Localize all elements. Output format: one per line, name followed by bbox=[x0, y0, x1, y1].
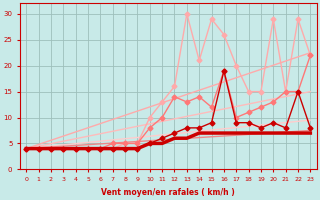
X-axis label: Vent moyen/en rafales ( km/h ): Vent moyen/en rafales ( km/h ) bbox=[101, 188, 235, 197]
